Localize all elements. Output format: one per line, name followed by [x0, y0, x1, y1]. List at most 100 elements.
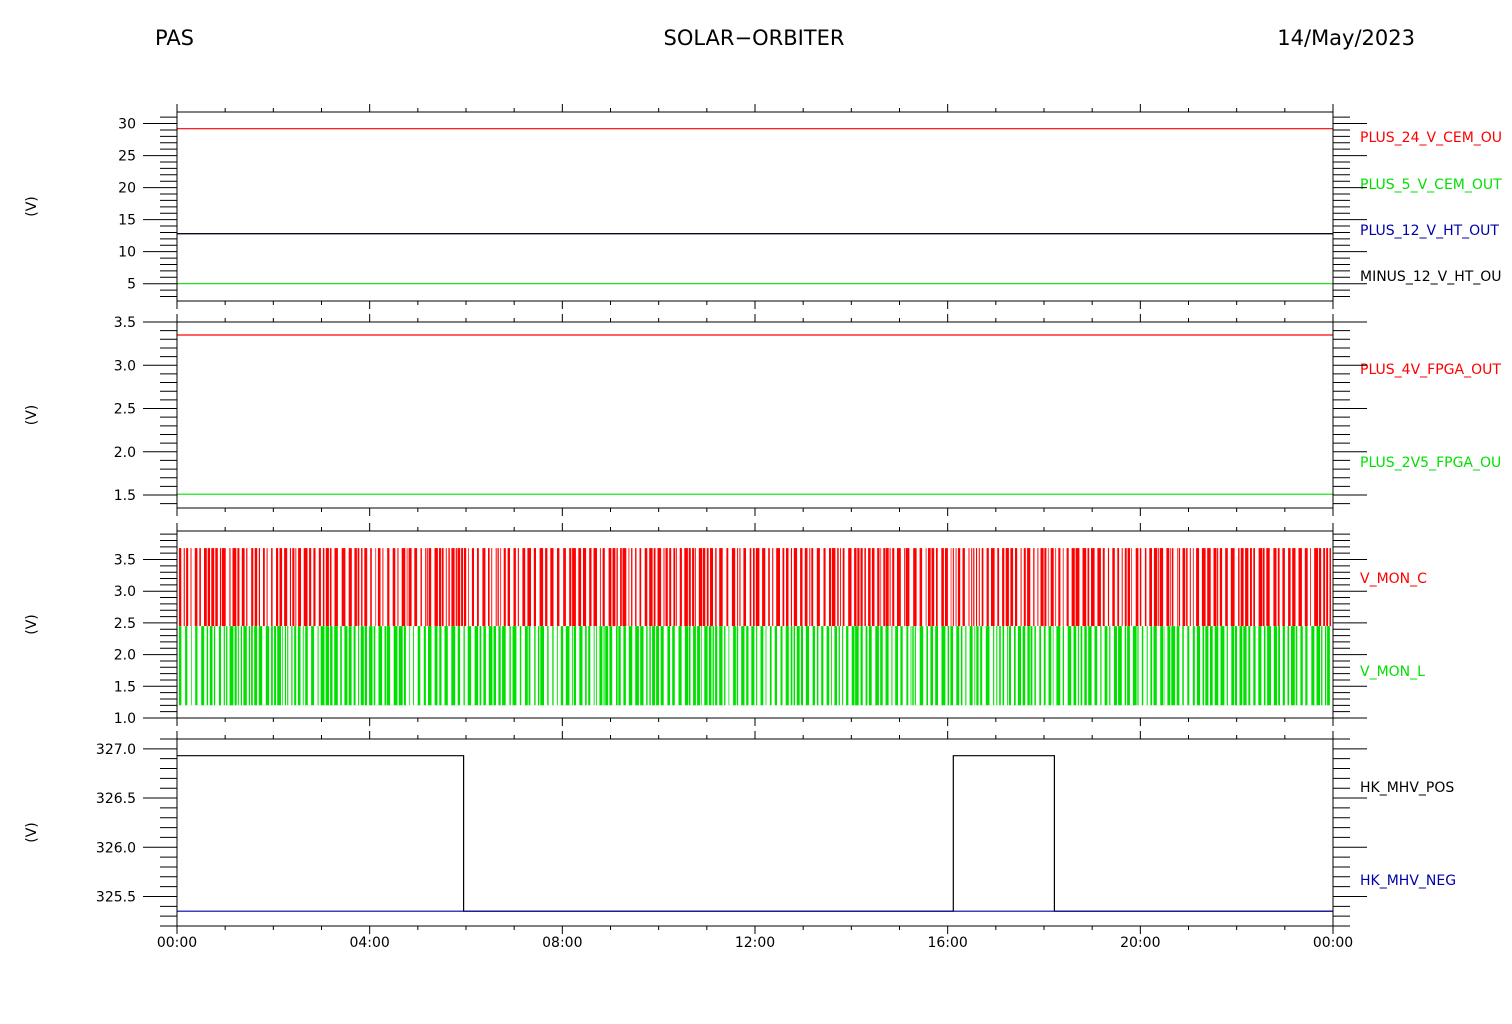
series-v-mon-c-burst [1201, 548, 1206, 627]
series-v-mon-c-burst [309, 548, 312, 627]
series-v-mon-l-burst [1073, 626, 1077, 706]
series-v-mon-l-burst [240, 626, 242, 706]
series-v-mon-c-burst [488, 548, 490, 627]
series-v-mon-l-burst [519, 626, 522, 706]
series-v-mon-l-burst [1248, 626, 1251, 706]
series-v-mon-c [179, 548, 1331, 627]
series-v-mon-l-burst [875, 626, 879, 706]
series-v-mon-l-burst [340, 626, 342, 706]
series-v-mon-c-burst [1326, 548, 1329, 627]
x-tick-label: 04:00 [349, 935, 389, 951]
panel-frame [176, 321, 1334, 509]
series-v-mon-c-burst [919, 548, 923, 627]
series-v-mon-c-burst [354, 548, 357, 627]
series-v-mon-l-burst [974, 626, 976, 706]
series-v-mon-c-burst [1329, 548, 1331, 627]
series-v-mon-c-burst [1273, 548, 1277, 627]
series-v-mon-l-burst [179, 626, 182, 706]
series-v-mon-c-burst [361, 548, 363, 627]
legend-plus-4v-fpga-out: PLUS_4V_FPGA_OUT [1360, 362, 1501, 378]
series-v-mon-c-burst [1282, 548, 1285, 627]
series-v-mon-l-burst [191, 626, 192, 706]
series-v-mon-l-burst [457, 626, 461, 706]
series-v-mon-l-burst [926, 626, 928, 706]
series-v-mon-c-burst [1135, 548, 1139, 627]
series-v-mon-l-burst [512, 626, 517, 706]
series-v-mon-c-burst [298, 548, 301, 627]
series-v-mon-l-burst [1094, 626, 1098, 706]
series-v-mon-l-burst [547, 626, 549, 706]
series-v-mon-l-burst [935, 626, 938, 706]
series-v-mon-c-burst [222, 548, 226, 627]
x-tick-label: 20:00 [1120, 935, 1160, 951]
series-v-mon-l-burst [1196, 626, 1201, 706]
y-tick-label: 25 [118, 149, 136, 165]
series-v-mon-l-burst [1056, 626, 1061, 706]
series-v-mon-l-burst [498, 626, 501, 706]
series-v-mon-c-burst [864, 548, 866, 627]
series-v-mon-l-burst [1104, 626, 1108, 706]
series-v-mon-c-burst [1277, 548, 1280, 627]
series-v-mon-c-burst [1047, 548, 1049, 627]
series-v-mon-l-burst [1009, 626, 1011, 706]
legend-plus-24-v-cem-out: PLUS_24_V_CEM_OU [1360, 130, 1502, 146]
series-v-mon-l-burst [1291, 626, 1295, 706]
series-v-mon-c-burst [753, 548, 755, 627]
series-v-mon-c-burst [971, 548, 973, 627]
series-v-mon-l-burst [201, 626, 205, 706]
series-v-mon-c-burst [877, 548, 880, 627]
series-v-mon-l-burst [941, 626, 946, 706]
series-v-mon-c-burst [1037, 548, 1039, 627]
series-v-mon-l-burst [733, 626, 736, 706]
y-tick-label: 5 [127, 277, 136, 293]
series-v-mon-c-burst [495, 548, 497, 627]
series-v-mon-l-burst [1080, 626, 1083, 706]
series-v-mon-l-burst [1084, 626, 1087, 706]
series-v-mon-l-burst [565, 626, 570, 706]
series-v-mon-c-burst [1250, 548, 1252, 627]
header-instrument: PAS [155, 26, 194, 50]
series-v-mon-c-burst [1182, 548, 1186, 627]
series-v-mon-l-burst [537, 626, 540, 706]
series-v-mon-l-burst [509, 626, 511, 706]
series-v-mon-l-burst [821, 626, 824, 706]
series-v-mon-c-burst [229, 548, 231, 627]
series-v-mon-c-burst [679, 548, 682, 627]
series-v-mon-c-burst [258, 548, 260, 627]
series-v-mon-c-burst [1124, 548, 1127, 627]
series-v-mon-l-burst [483, 626, 486, 706]
series-v-mon-c-burst [251, 548, 254, 627]
series-v-mon-c-burst [211, 548, 215, 627]
series-v-mon-c-burst [665, 548, 668, 627]
series-v-mon-c-burst [578, 548, 582, 627]
series-v-mon-c-burst [1058, 548, 1061, 627]
series-v-mon-c-burst [442, 548, 444, 627]
series-v-mon-c-burst [931, 548, 935, 627]
series-v-mon-c-burst [950, 548, 952, 627]
series-v-mon-c-burst [199, 548, 201, 627]
series-v-mon-l-burst [560, 626, 564, 706]
series-v-mon-c-burst [620, 548, 622, 627]
series-v-mon-c-burst [427, 548, 429, 627]
series-v-mon-l-burst [393, 626, 398, 706]
series-v-mon-c-burst [370, 548, 372, 627]
series-v-mon-l-burst [780, 626, 783, 706]
series-v-mon-c-burst [928, 548, 931, 627]
series-v-mon-c-burst [688, 548, 691, 627]
series-v-mon-l-burst [816, 626, 819, 706]
series-v-mon-l-burst [353, 626, 356, 706]
series-v-mon-l-burst [616, 626, 618, 706]
series-v-mon-c-burst [1240, 548, 1244, 627]
series-v-mon-c-burst [1071, 548, 1075, 627]
legend-plus-12-v-ht-out: PLUS_12_V_HT_OUT [1360, 223, 1499, 239]
series-v-mon-c-burst [204, 548, 207, 627]
series-v-mon-c-burst [790, 548, 792, 627]
series-v-mon-c-burst [1107, 548, 1110, 627]
series-v-mon-c-burst [925, 548, 927, 627]
series-v-mon-l-burst [294, 626, 297, 706]
series-v-mon-c-burst [186, 548, 189, 627]
series-v-mon-c-burst [793, 548, 798, 627]
series-v-mon-c-burst [981, 548, 984, 627]
series-v-mon-c-burst [1298, 548, 1302, 627]
series-v-mon-c-burst [692, 548, 694, 627]
